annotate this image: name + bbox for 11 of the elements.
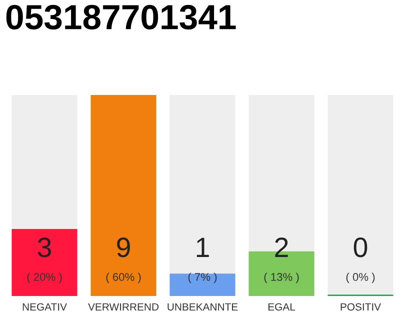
x-tick-label: VERWIRREND [88,303,158,310]
data-label: 0 ( 0% ) [346,238,375,284]
x-tick-label: EGAL [268,303,296,311]
data-label: 9 ( 60% ) [106,238,141,284]
chart-title: 053187701341 [6,4,236,30]
data-label: 1 ( 7% ) [188,238,217,284]
x-tick-label: UNBEKANNTE [168,303,238,311]
bar [170,274,236,296]
x-tick-label: NEGATIV [22,303,67,311]
data-label: 3 ( 20% ) [27,238,62,284]
x-tick-label: POSITIV [340,303,382,311]
